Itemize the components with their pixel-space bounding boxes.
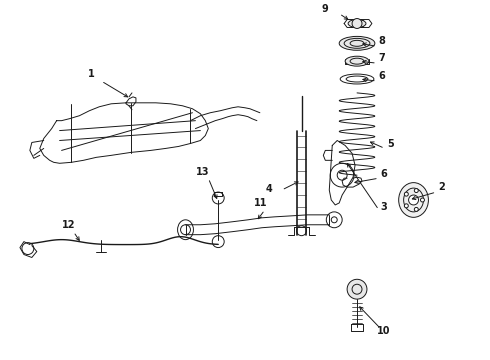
Circle shape	[415, 207, 418, 211]
Text: 10: 10	[377, 326, 391, 336]
Ellipse shape	[399, 183, 428, 217]
Circle shape	[409, 195, 418, 205]
Circle shape	[404, 204, 408, 208]
Text: 2: 2	[439, 182, 445, 192]
Circle shape	[404, 192, 408, 196]
Text: 11: 11	[254, 198, 268, 208]
Text: 9: 9	[321, 4, 328, 14]
Text: 7: 7	[379, 53, 386, 63]
Ellipse shape	[348, 19, 366, 27]
Circle shape	[415, 189, 418, 193]
Ellipse shape	[350, 40, 364, 46]
Text: 5: 5	[387, 139, 393, 149]
Text: 4: 4	[266, 184, 272, 194]
Text: 12: 12	[62, 220, 75, 230]
Ellipse shape	[339, 36, 375, 50]
Text: 8: 8	[379, 36, 386, 46]
Text: 1: 1	[88, 69, 95, 79]
Ellipse shape	[345, 56, 369, 66]
Text: 13: 13	[196, 167, 210, 177]
Text: 6: 6	[381, 169, 388, 179]
Text: 3: 3	[381, 202, 388, 212]
Circle shape	[420, 198, 424, 202]
Text: 6: 6	[379, 71, 386, 81]
Circle shape	[352, 19, 362, 28]
Circle shape	[347, 279, 367, 299]
